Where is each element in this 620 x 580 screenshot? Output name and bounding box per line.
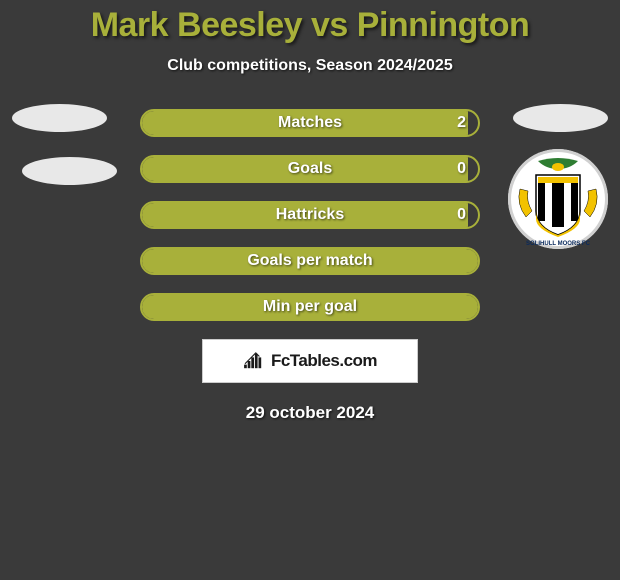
stat-row-goals: Goals 0 xyxy=(140,155,480,183)
stat-label: Goals xyxy=(142,157,478,181)
branding-box[interactable]: FcTables.com xyxy=(202,339,418,383)
stat-row-min-per-goal: Min per goal xyxy=(140,293,480,321)
stat-row-matches: Matches 2 xyxy=(140,109,480,137)
player-right-placeholder xyxy=(513,104,608,132)
stat-label: Goals per match xyxy=(142,249,478,273)
club-badge-icon: SOLIHULL MOORS FC xyxy=(508,149,608,249)
subtitle: Club competitions, Season 2024/2025 xyxy=(0,57,620,75)
player-left-placeholder-1 xyxy=(12,104,107,132)
stat-row-goals-per-match: Goals per match xyxy=(140,247,480,275)
stat-label: Min per goal xyxy=(142,295,478,319)
svg-text:SOLIHULL MOORS FC: SOLIHULL MOORS FC xyxy=(526,241,591,247)
comparison-card: Mark Beesley vs Pinnington Club competit… xyxy=(0,0,620,423)
club-badge: SOLIHULL MOORS FC xyxy=(508,149,608,249)
stat-rows: Matches 2 Goals 0 Hattricks 0 Goals per … xyxy=(140,109,480,321)
bar-chart-icon xyxy=(243,352,265,370)
page-title: Mark Beesley vs Pinnington xyxy=(0,6,620,45)
brand-text: FcTables.com xyxy=(271,351,377,371)
stat-value: 2 xyxy=(457,111,466,135)
stat-area: SOLIHULL MOORS FC Matches 2 Goals 0 Hatt… xyxy=(0,109,620,423)
stat-value: 0 xyxy=(457,203,466,227)
player-left-placeholder-2 xyxy=(22,157,117,185)
stat-value: 0 xyxy=(457,157,466,181)
stat-label: Matches xyxy=(142,111,478,135)
stat-row-hattricks: Hattricks 0 xyxy=(140,201,480,229)
stat-label: Hattricks xyxy=(142,203,478,227)
date-line: 29 october 2024 xyxy=(0,403,620,423)
